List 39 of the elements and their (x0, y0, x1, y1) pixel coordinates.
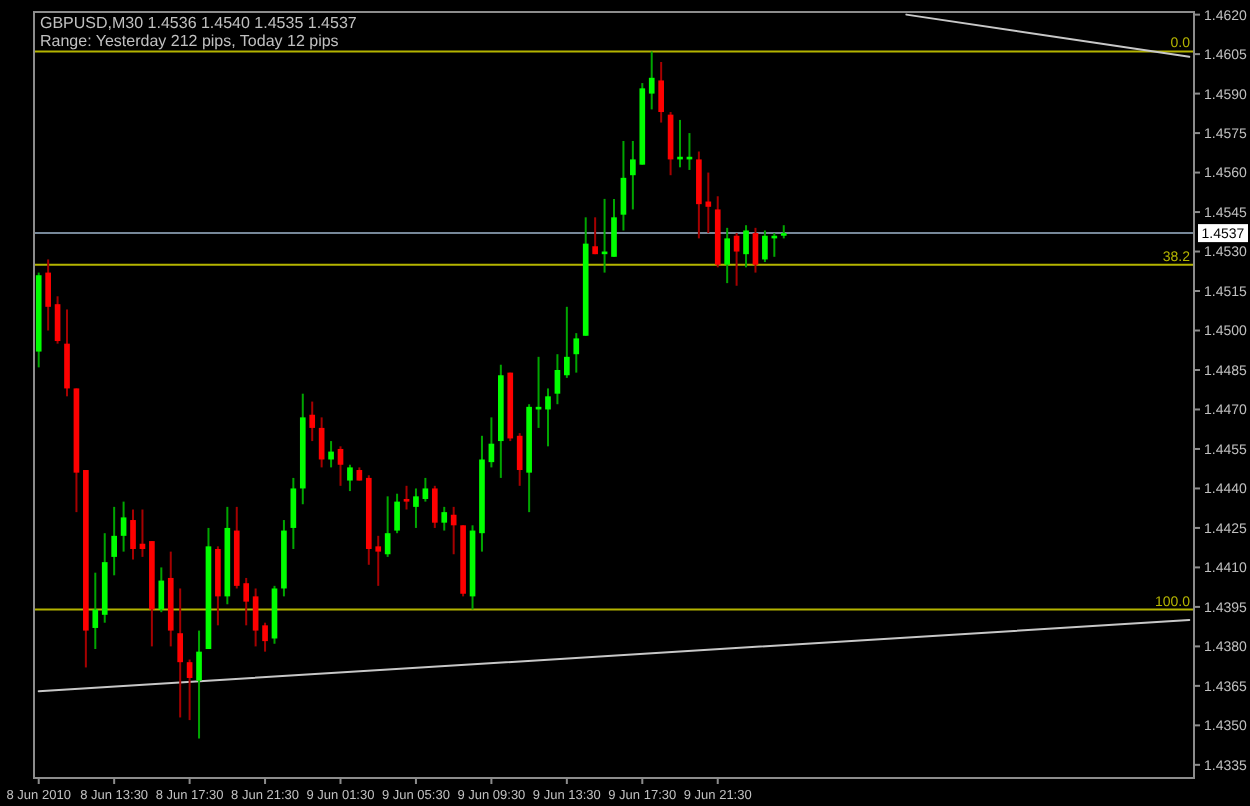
candlestick (724, 226, 730, 285)
candlestick (130, 508, 136, 561)
candlestick (337, 445, 344, 487)
candlestick (45, 258, 51, 332)
candlestick (648, 50, 655, 111)
candlestick (111, 505, 117, 577)
candlestick (262, 621, 268, 653)
candlestick (64, 308, 70, 398)
candlestick (413, 487, 419, 529)
candlestick (196, 629, 202, 740)
candlestick (573, 332, 580, 374)
candlestick (158, 566, 165, 614)
candlestick (309, 400, 316, 443)
candlestick (120, 500, 127, 553)
candlestick (92, 571, 99, 651)
candlestick (564, 305, 570, 379)
candlestick (177, 587, 184, 719)
candlestick (658, 61, 664, 124)
candlestick (403, 484, 410, 511)
candlestick (347, 463, 353, 493)
candlestick (743, 224, 749, 269)
chart-title: GBPUSD,M30 1.4536 1.4540 1.4535 1.4537 (40, 14, 358, 32)
candlestick (545, 387, 551, 448)
candlestick (611, 197, 617, 258)
candlestick (328, 440, 334, 469)
candlestick (450, 505, 457, 556)
candlestick (592, 216, 598, 256)
candlestick (516, 432, 523, 487)
candlestick (394, 492, 400, 535)
candlestick (290, 476, 297, 550)
text: Range: Yesterday 212 pips, Today 12 pips (40, 32, 339, 50)
candlestick (215, 545, 221, 627)
candlestick (441, 505, 448, 532)
candlestick (431, 484, 438, 529)
candlestick (554, 353, 561, 406)
candlestick (252, 587, 259, 648)
candlestick (733, 232, 740, 287)
candlestick (422, 476, 429, 503)
candlestick (186, 658, 193, 722)
